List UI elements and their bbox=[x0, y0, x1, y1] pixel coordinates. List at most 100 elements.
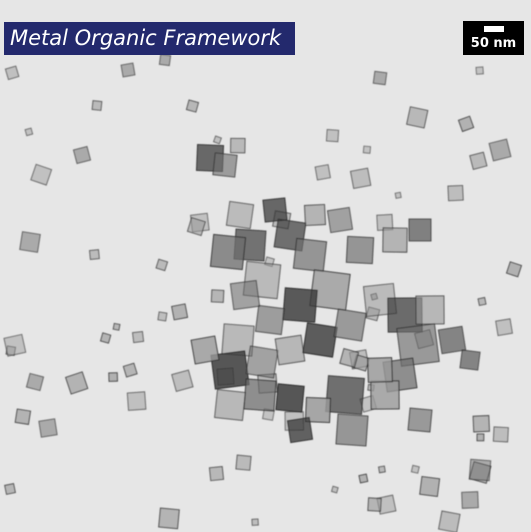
nanocube bbox=[339, 347, 360, 368]
nanocube bbox=[251, 518, 259, 526]
nanocube bbox=[112, 322, 121, 331]
image-title: Metal Organic Framework bbox=[4, 22, 296, 55]
nanocube bbox=[157, 311, 168, 322]
nanocube bbox=[275, 383, 305, 413]
nanocube bbox=[325, 375, 365, 415]
nanocube bbox=[186, 217, 206, 237]
nanocube bbox=[447, 184, 464, 202]
nanocube bbox=[38, 418, 58, 438]
nanocube bbox=[408, 218, 432, 242]
nanocube bbox=[274, 334, 306, 366]
nanocube bbox=[407, 407, 433, 433]
nanocube bbox=[158, 507, 180, 530]
nanocube bbox=[108, 372, 118, 382]
nanocube bbox=[477, 296, 487, 307]
nanocube bbox=[214, 389, 246, 421]
nanocube bbox=[99, 332, 112, 344]
nanocube bbox=[345, 235, 375, 265]
nanocube bbox=[25, 372, 45, 392]
nanocube bbox=[457, 115, 475, 133]
nanocube bbox=[14, 408, 32, 425]
nanocube bbox=[30, 163, 53, 186]
nanocube bbox=[303, 203, 327, 227]
nanocube bbox=[208, 465, 225, 482]
nanocube bbox=[325, 129, 340, 143]
nanocube bbox=[3, 333, 27, 357]
nanocube bbox=[72, 145, 92, 165]
nanocube bbox=[314, 164, 331, 181]
nanocube bbox=[126, 391, 147, 411]
nanocube bbox=[362, 145, 372, 154]
nanocube bbox=[243, 378, 277, 412]
nanocube bbox=[437, 325, 467, 355]
nanocube bbox=[372, 70, 388, 86]
nanocube bbox=[396, 323, 440, 367]
nanocube bbox=[286, 416, 314, 444]
nanocube bbox=[155, 258, 169, 272]
nanocube bbox=[330, 485, 339, 494]
nanocube bbox=[210, 289, 225, 303]
nanocube bbox=[235, 454, 252, 471]
nanocube bbox=[367, 497, 382, 512]
nanocube bbox=[212, 135, 223, 145]
nanocube bbox=[335, 413, 369, 447]
nanocube bbox=[122, 362, 138, 378]
nanocube bbox=[229, 279, 261, 311]
scale-bar bbox=[484, 26, 504, 32]
nanocube bbox=[410, 464, 420, 474]
nanoparticle-cluster bbox=[3, 53, 523, 532]
nanocube bbox=[209, 233, 247, 271]
nanocube bbox=[230, 137, 246, 154]
nanocube bbox=[382, 227, 408, 253]
nanocube bbox=[459, 349, 481, 371]
nanocube bbox=[120, 62, 136, 78]
nanocube bbox=[358, 473, 369, 484]
nanocube bbox=[370, 380, 400, 410]
nanocube bbox=[64, 371, 89, 395]
nanocube bbox=[333, 308, 367, 342]
nanocube bbox=[419, 476, 441, 498]
nanocube bbox=[158, 53, 172, 67]
nanocube bbox=[225, 200, 255, 230]
nanocube bbox=[309, 269, 351, 311]
nanocube bbox=[132, 330, 145, 344]
nanocube bbox=[4, 483, 16, 495]
nanocube bbox=[190, 335, 220, 365]
nanocube bbox=[326, 206, 354, 234]
nanocube bbox=[406, 106, 429, 129]
nanocube bbox=[476, 433, 485, 442]
nanocube bbox=[282, 287, 318, 323]
nanocube bbox=[91, 100, 103, 111]
nanocube bbox=[461, 491, 479, 509]
nanocube bbox=[469, 151, 488, 170]
nanocube bbox=[185, 99, 200, 113]
nanocube bbox=[415, 295, 445, 325]
nanocube bbox=[19, 231, 41, 253]
nanocube bbox=[394, 191, 402, 199]
nanocube bbox=[475, 66, 484, 75]
scale-bar-label: 50 nm bbox=[470, 36, 517, 51]
nanocube bbox=[171, 303, 189, 321]
nanocube bbox=[302, 322, 338, 358]
nanocube bbox=[488, 138, 512, 162]
nanocube bbox=[254, 304, 286, 336]
nanocube bbox=[305, 397, 331, 423]
nanocube bbox=[4, 65, 20, 81]
nanocube bbox=[171, 369, 194, 392]
nanocube bbox=[468, 458, 492, 482]
nanocube bbox=[262, 197, 288, 223]
nanocube bbox=[245, 345, 279, 379]
nanocube bbox=[472, 415, 490, 433]
nanocube bbox=[367, 357, 393, 383]
nanocube bbox=[292, 237, 328, 273]
nanocube bbox=[212, 152, 238, 178]
nanocube bbox=[24, 127, 34, 137]
nanocube bbox=[438, 510, 461, 532]
nanocube bbox=[505, 261, 523, 278]
nanocube bbox=[349, 167, 372, 190]
scale-bar-box: 50 nm bbox=[463, 21, 524, 55]
nanocube bbox=[88, 249, 100, 260]
nanocube bbox=[495, 318, 513, 337]
